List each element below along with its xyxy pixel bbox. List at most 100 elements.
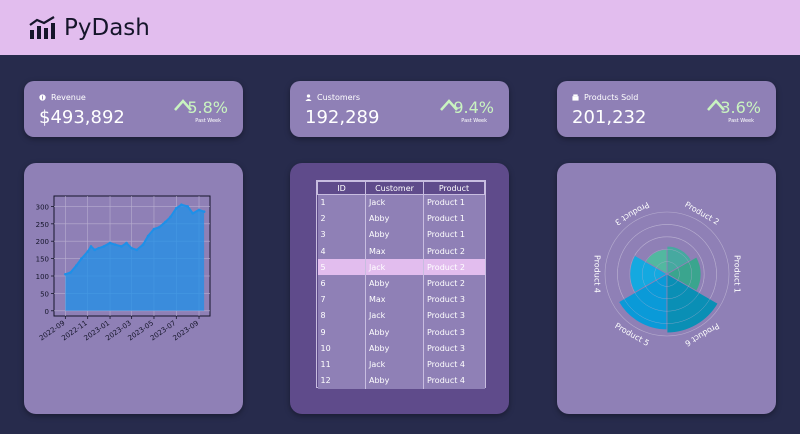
table-row[interactable]: 5 Jack Product 2 bbox=[317, 259, 485, 276]
table-row[interactable]: 3 Abby Product 1 bbox=[317, 226, 485, 244]
polar-bar bbox=[618, 273, 668, 331]
table-cell-id: 3 bbox=[317, 226, 366, 244]
table-cell-id: 10 bbox=[317, 340, 366, 357]
data-point bbox=[141, 243, 145, 246]
data-point bbox=[120, 245, 123, 248]
data-point bbox=[130, 246, 133, 250]
data-point bbox=[97, 246, 100, 250]
bar-chart-icon bbox=[29, 15, 55, 39]
table-row[interactable]: 2 Abby Product 1 bbox=[317, 210, 485, 227]
column-header-customer[interactable]: Customer bbox=[365, 181, 424, 195]
table-row[interactable]: 10 Abby Product 3 bbox=[317, 340, 485, 357]
customers-change: 9.4% bbox=[453, 98, 494, 117]
table-cell-customer: Abby bbox=[365, 275, 424, 292]
customers-period: Past Week bbox=[461, 118, 487, 124]
data-point bbox=[186, 205, 189, 208]
table-cell-id: 7 bbox=[317, 291, 366, 308]
app-header: PyDash bbox=[0, 0, 800, 55]
table-cell-id: 11 bbox=[317, 356, 366, 373]
table-cell-product: Product 2 bbox=[423, 259, 485, 276]
y-tick-label: 0 bbox=[45, 308, 49, 316]
data-point bbox=[75, 264, 78, 267]
table-cell-id: 8 bbox=[317, 307, 366, 324]
table-cell-id: 5 bbox=[317, 259, 366, 276]
data-point bbox=[113, 243, 117, 246]
table-cell-product: Product 4 bbox=[427, 376, 466, 386]
table-row[interactable]: 11 Jack Product 4 bbox=[317, 356, 485, 373]
data-point bbox=[125, 241, 128, 245]
y-tick-label: 250 bbox=[36, 221, 49, 229]
product-polar-panel: Product 1 Product 2 Product 3 Product 4 Prod… bbox=[557, 163, 776, 414]
table-cell-product: Product 3 bbox=[427, 343, 466, 353]
column-header-id[interactable]: ID bbox=[317, 181, 366, 195]
revenue-period: Past Week bbox=[195, 118, 221, 124]
products-sold-change: 3.6% bbox=[720, 98, 761, 117]
customers-label: Customers bbox=[317, 93, 361, 102]
dollar-icon bbox=[39, 94, 46, 101]
revenue-value: $493,892 bbox=[39, 107, 125, 128]
data-point bbox=[86, 250, 89, 253]
polar-ring-overlay bbox=[654, 261, 680, 287]
user-icon bbox=[305, 94, 312, 101]
revenue-change: 5.8% bbox=[187, 98, 228, 117]
polar-ring-overlay bbox=[629, 236, 705, 312]
table-row[interactable]: 8 Jack Product 3 bbox=[317, 307, 485, 324]
table-cell-customer: Jack bbox=[365, 194, 424, 211]
orders-table: ID Customer Product 1 Jack Product 1 2 Abby P… bbox=[316, 180, 486, 389]
trend-up-icon bbox=[440, 99, 458, 111]
table-row[interactable]: 9 Abby Product 3 bbox=[317, 324, 485, 341]
table-cell-id: 9 bbox=[317, 324, 366, 341]
revenue-label: Revenue bbox=[51, 93, 86, 102]
x-tick-label: 2023-09 bbox=[172, 319, 201, 342]
table-cell-customer: Max bbox=[365, 291, 424, 308]
table-cell-customer: Jack bbox=[365, 356, 424, 373]
data-point bbox=[146, 234, 150, 238]
table-cell-product: Product 3 bbox=[427, 311, 466, 321]
data-point bbox=[202, 210, 206, 213]
data-point bbox=[69, 271, 72, 274]
table-cell-product: Product 2 bbox=[427, 279, 466, 289]
table-cell-customer: Abby bbox=[365, 226, 424, 244]
data-point bbox=[102, 245, 106, 248]
table-cell-id: 1 bbox=[317, 194, 366, 211]
table-cell-product: Product 1 bbox=[427, 230, 466, 240]
products-sold-label: Products Sold bbox=[584, 93, 639, 102]
data-point bbox=[135, 248, 139, 252]
y-tick-label: 100 bbox=[36, 273, 49, 281]
trend-up-icon bbox=[707, 99, 725, 111]
area-fill bbox=[65, 204, 205, 311]
table-cell-id: 12 bbox=[317, 372, 366, 389]
data-point bbox=[169, 215, 172, 219]
polar-ring-overlay bbox=[641, 248, 693, 300]
table-cell-customer: Jack bbox=[365, 307, 424, 324]
table-row[interactable]: 7 Max Product 3 bbox=[317, 291, 485, 308]
products-sold-value: 201,232 bbox=[572, 107, 647, 128]
table-cell-customer: Abby bbox=[365, 210, 424, 227]
trend-up-icon bbox=[174, 99, 192, 111]
table-cell-product: Product 1 bbox=[427, 214, 466, 224]
table-cell-product: Product 4 bbox=[427, 359, 466, 369]
table-row[interactable]: 12 Abby Product 4 bbox=[317, 372, 485, 389]
box-icon bbox=[572, 94, 579, 101]
column-header-product[interactable]: Product bbox=[423, 181, 485, 195]
sales-chart-panel: 0 50 100 150 200 250 300 2022-09 2022-11 2023-01 2… bbox=[24, 163, 243, 414]
data-point bbox=[80, 257, 83, 260]
y-tick-label: 150 bbox=[36, 256, 49, 264]
table-cell-id: 2 bbox=[317, 210, 366, 227]
customers-value: 192,289 bbox=[305, 107, 380, 128]
table-cell-customer: Jack bbox=[365, 259, 424, 276]
data-point bbox=[180, 203, 183, 206]
app-title: PyDash bbox=[64, 14, 150, 41]
table-cell-customer: Abby bbox=[365, 340, 424, 357]
products-sold-period: Past Week bbox=[728, 118, 754, 124]
polar-category-label: Product 4 bbox=[593, 255, 602, 293]
table-row[interactable]: 1 Jack Product 1 bbox=[317, 194, 485, 211]
data-point bbox=[108, 241, 112, 245]
table-cell-customer: Abby bbox=[365, 324, 424, 341]
table-row[interactable]: 4 Max Product 2 bbox=[317, 243, 485, 260]
table-cell-product: Product 2 bbox=[427, 246, 466, 256]
data-point bbox=[89, 245, 93, 248]
polar-ring bbox=[604, 211, 730, 337]
table-row[interactable]: 6 Abby Product 2 bbox=[317, 275, 485, 292]
